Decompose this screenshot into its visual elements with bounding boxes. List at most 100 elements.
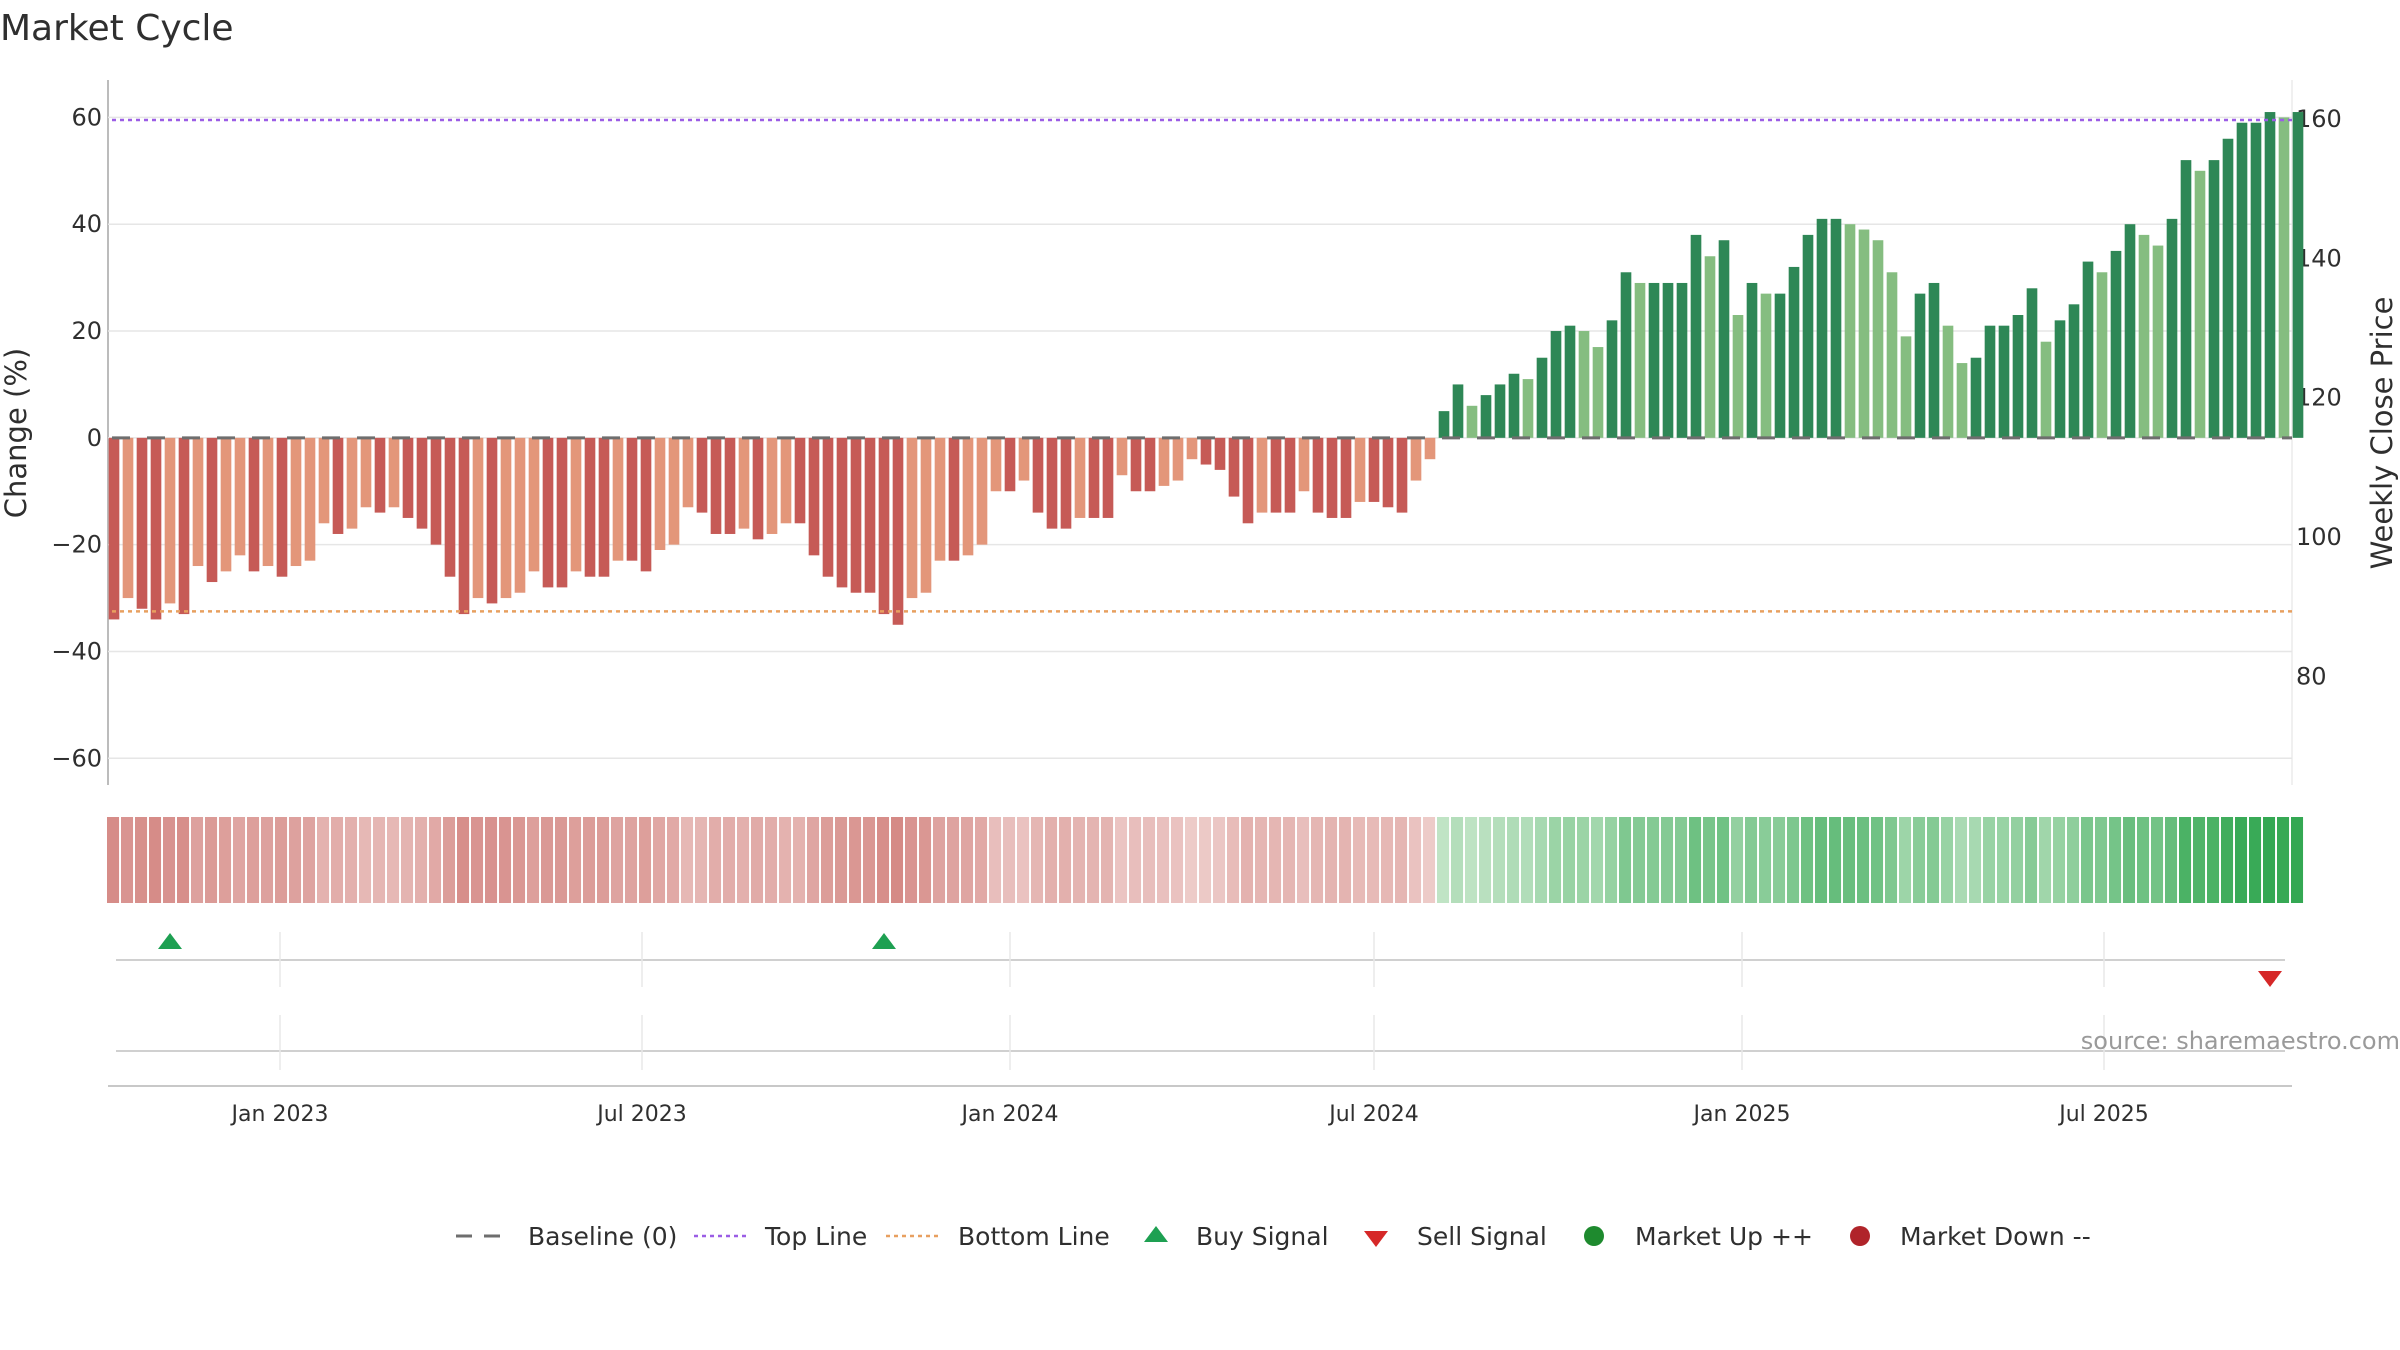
bar-negative (1284, 437, 1296, 513)
heat-strip-cell (765, 817, 778, 903)
bar-negative (584, 437, 596, 577)
heat-strip-cell (1129, 817, 1142, 903)
bar-negative (1382, 437, 1394, 508)
heat-strip-cell (737, 817, 750, 903)
heat-strip-cell (583, 817, 596, 903)
heat-strip-cell (2277, 817, 2290, 903)
heat-strip-cell (2235, 817, 2248, 903)
bar-negative (626, 437, 638, 561)
heat-strip-cell (863, 817, 876, 903)
bar-negative (430, 437, 442, 545)
heat-strip-cell (1591, 817, 1604, 903)
bar-positive (1620, 272, 1632, 438)
heat-strip-cell (1857, 817, 1870, 903)
bar-negative (906, 437, 918, 599)
bar-positive (1508, 373, 1520, 438)
bar-negative (1102, 437, 1114, 518)
bar-positive (2180, 160, 2192, 438)
heat-strip-cell (1549, 817, 1562, 903)
bar-negative (374, 437, 386, 513)
legend-label-market-up: Market Up ++ (1635, 1222, 1813, 1251)
bar-negative (248, 437, 260, 572)
bar-positive (1494, 384, 1506, 438)
heat-strip-cell (2221, 817, 2234, 903)
heat-strip-cell (2137, 817, 2150, 903)
legend-label-top-line: Top Line (764, 1222, 867, 1251)
heat-strip-cell (1801, 817, 1814, 903)
bar-negative (220, 437, 232, 572)
heat-strip-cell (1017, 817, 1030, 903)
heat-strip-cell (1115, 817, 1128, 903)
heat-strip-cell (933, 817, 946, 903)
bar-positive (1466, 405, 1478, 438)
heat-strip-cell (1003, 817, 1016, 903)
heat-strip-cell (1885, 817, 1898, 903)
heat-strip-cell (779, 817, 792, 903)
heat-strip-cell (1689, 817, 1702, 903)
bar-negative (500, 437, 512, 599)
bar-negative (976, 437, 988, 545)
bar-positive (1788, 266, 1800, 438)
x-tick-label: Jan 2023 (230, 1102, 329, 1127)
heat-strip-cell (639, 817, 652, 903)
heat-strip-cell (1157, 817, 1170, 903)
bar-negative (1354, 437, 1366, 502)
legend-item-market-down: Market Down -- (1850, 1222, 2091, 1251)
bar-positive (1732, 315, 1744, 438)
bar-positive (2264, 112, 2276, 438)
heat-strip-cell (653, 817, 666, 903)
heat-strip-cell (2039, 817, 2052, 903)
y-axis-ticks: 60 40 20 0 −20 −40 −60 (51, 103, 102, 772)
heat-strip-cell (527, 817, 540, 903)
heat-strip-cell (961, 817, 974, 903)
heat-strip-cell (751, 817, 764, 903)
heat-strip-cell (1717, 817, 1730, 903)
bar-negative (934, 437, 946, 561)
x-tick-label: Jul 2023 (595, 1102, 687, 1127)
bar-positive (1606, 320, 1618, 438)
heat-strip-cell (513, 817, 526, 903)
y-tick-label: 60 (71, 103, 102, 131)
sell-signal-legend-icon (1364, 1231, 1388, 1247)
heat-strip-cell (1815, 817, 1828, 903)
heat-strip-cell (1647, 817, 1660, 903)
chart-title: Market Cycle (0, 8, 234, 49)
bar-positive (2124, 224, 2136, 438)
heat-strip-cell (401, 817, 414, 903)
heat-strip-cell (1311, 817, 1324, 903)
bar-positive (2138, 234, 2150, 438)
bar-positive (1886, 272, 1898, 438)
heat-strip-cell (2095, 817, 2108, 903)
market-up-legend-icon (1584, 1226, 1604, 1246)
trend-heat-strip (107, 817, 2304, 903)
heat-strip-cell (1045, 817, 1058, 903)
heat-strip-cell (1703, 817, 1716, 903)
legend: Baseline (0) Top Line Bottom Line Buy Si… (456, 1222, 2091, 1251)
bar-negative (836, 437, 848, 588)
heat-strip-cell (569, 817, 582, 903)
heat-strip-cell (191, 817, 204, 903)
heat-strip-cell (219, 817, 232, 903)
bar-negative (1032, 437, 1044, 513)
bar-negative (206, 437, 218, 583)
bar-negative (990, 437, 1002, 492)
bar-negative (864, 437, 876, 593)
bar-negative (1144, 437, 1156, 492)
bar-negative (1340, 437, 1352, 518)
bar-positive (2012, 315, 2024, 438)
signal-markers (158, 933, 2282, 987)
bar-positive (2026, 288, 2038, 438)
bar-negative (122, 437, 134, 599)
heat-strip-cell (1395, 817, 1408, 903)
heat-strip-cell (1227, 817, 1240, 903)
heat-strip-cell (1437, 817, 1450, 903)
bar-negative (290, 437, 302, 567)
bar-positive (1914, 293, 1926, 438)
bar-negative (752, 437, 764, 540)
market-down-legend-icon (1850, 1226, 1870, 1246)
heat-strip-cell (1787, 817, 1800, 903)
y-axis-title: Change (%) (0, 348, 33, 518)
heat-strip-cell (849, 817, 862, 903)
heat-strip-cell (149, 817, 162, 903)
